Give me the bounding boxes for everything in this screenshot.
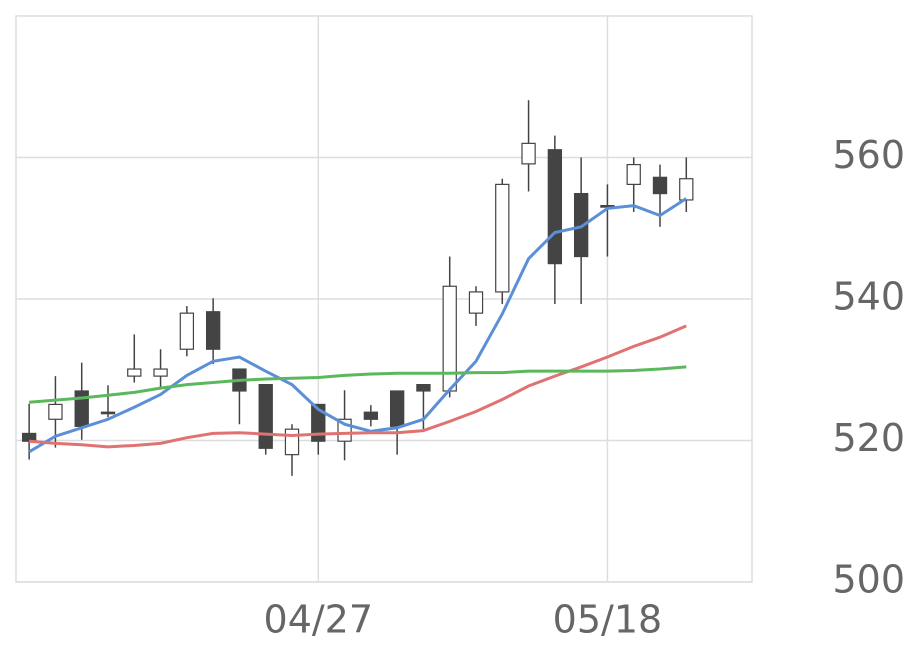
moving-average-line <box>29 324 687 449</box>
y-tick-label: 540 <box>832 275 905 319</box>
candle-body <box>21 432 37 442</box>
candle-body <box>626 163 641 185</box>
candle-body <box>311 403 326 442</box>
y-tick-label: 500 <box>832 558 905 602</box>
candle-body <box>468 291 484 314</box>
candle-body <box>179 312 195 350</box>
candle-body <box>48 403 63 420</box>
candle-body <box>521 142 536 165</box>
candle-body <box>153 368 168 377</box>
y-tick-label: 520 <box>832 416 905 460</box>
moving-average-line <box>29 365 687 404</box>
candle-body <box>652 176 668 195</box>
x-tick-label: 05/18 <box>553 598 663 642</box>
candle-body <box>258 384 273 449</box>
candle-body <box>100 411 116 415</box>
x-tick-label: 04/27 <box>264 598 374 642</box>
candle-body <box>416 384 431 392</box>
candle-body <box>389 390 405 427</box>
candle-body <box>284 428 300 456</box>
candle-body <box>547 149 563 265</box>
candle-body <box>679 178 694 201</box>
y-tick-label: 560 <box>832 133 905 177</box>
candle-body <box>495 183 510 293</box>
candle-body <box>363 411 379 420</box>
moving-average-line <box>28 197 688 454</box>
candle-body <box>205 311 221 350</box>
candle-body <box>442 285 457 392</box>
candle-body <box>127 368 142 377</box>
